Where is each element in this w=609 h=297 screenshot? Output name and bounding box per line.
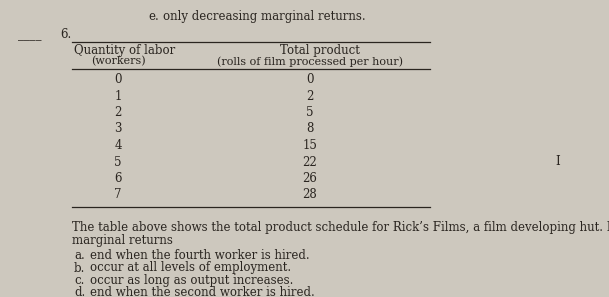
Text: marginal returns: marginal returns [72, 234, 173, 247]
Text: only decreasing marginal returns.: only decreasing marginal returns. [163, 10, 365, 23]
Text: c.: c. [74, 274, 85, 287]
Text: end when the second worker is hired.: end when the second worker is hired. [90, 287, 315, 297]
Text: Quantity of labor: Quantity of labor [74, 44, 175, 57]
Text: The table above shows the total product schedule for Rick’s Films, a film develo: The table above shows the total product … [72, 221, 609, 234]
Text: (workers): (workers) [91, 56, 146, 66]
Text: Total product: Total product [280, 44, 360, 57]
Text: 6: 6 [114, 172, 122, 185]
Text: 0: 0 [306, 73, 314, 86]
Text: 2: 2 [306, 89, 314, 102]
Text: 5: 5 [114, 156, 122, 168]
Text: 8: 8 [306, 122, 314, 135]
Text: 6.: 6. [60, 28, 71, 41]
Text: (rolls of film processed per hour): (rolls of film processed per hour) [217, 56, 403, 67]
Text: 7: 7 [114, 189, 122, 201]
Text: 15: 15 [303, 139, 317, 152]
Text: 2: 2 [114, 106, 122, 119]
Text: 3: 3 [114, 122, 122, 135]
Text: a.: a. [74, 249, 85, 262]
Text: 26: 26 [303, 172, 317, 185]
Text: d.: d. [74, 287, 85, 297]
Text: 1: 1 [114, 89, 122, 102]
Text: 4: 4 [114, 139, 122, 152]
Text: occur as long as output increases.: occur as long as output increases. [90, 274, 294, 287]
Text: e.: e. [148, 10, 159, 23]
Text: occur at all levels of employment.: occur at all levels of employment. [90, 261, 291, 274]
Text: 5: 5 [306, 106, 314, 119]
Text: 0: 0 [114, 73, 122, 86]
Text: ____: ____ [18, 28, 41, 41]
Text: end when the fourth worker is hired.: end when the fourth worker is hired. [90, 249, 309, 262]
Text: b.: b. [74, 261, 85, 274]
Text: 22: 22 [303, 156, 317, 168]
Text: I: I [555, 155, 560, 168]
Text: 28: 28 [303, 189, 317, 201]
